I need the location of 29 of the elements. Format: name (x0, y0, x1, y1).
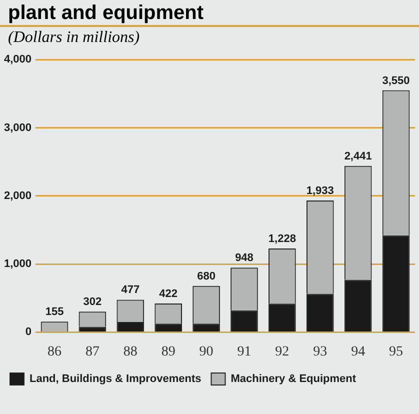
legend-label: Machinery & Equipment (230, 373, 356, 386)
legend-label: Land, Buildings & Improvements (30, 373, 202, 386)
x-tick-label: 87 (85, 344, 100, 360)
x-tick-label: 94 (351, 344, 366, 360)
x-tick-label: 90 (199, 344, 214, 360)
total-label: 1,228 (268, 233, 296, 246)
x-tick-label: 89 (161, 344, 176, 360)
total-label: 680 (197, 270, 216, 282)
x-tick-label: 92 (275, 344, 290, 360)
total-label: 422 (159, 288, 178, 300)
x-tick-label: 95 (389, 344, 404, 360)
total-label: 2,441 (344, 150, 372, 162)
total-label: 155 (45, 306, 64, 318)
y-tick-label: 1,000 (4, 258, 32, 270)
x-tick-label: 93 (313, 344, 328, 360)
total-label: 1,933 (306, 184, 334, 197)
y-tick-label: 3,000 (4, 122, 32, 134)
y-tick-label: 2,000 (4, 190, 32, 202)
total-label: 948 (235, 252, 254, 264)
chart-subtitle: (Dollars in millions) (7, 28, 141, 48)
total-label: 302 (83, 296, 102, 308)
total-label: 3,550 (382, 74, 410, 87)
y-tick-label: 0 (25, 326, 32, 338)
x-tick-label: 88 (123, 344, 138, 360)
x-tick-label: 86 (48, 344, 62, 360)
chart-title: plant and equipment (0, 0, 419, 27)
y-tick-label: 4,000 (4, 54, 32, 66)
total-label: 477 (121, 284, 140, 296)
x-tick-label: 91 (237, 344, 252, 360)
